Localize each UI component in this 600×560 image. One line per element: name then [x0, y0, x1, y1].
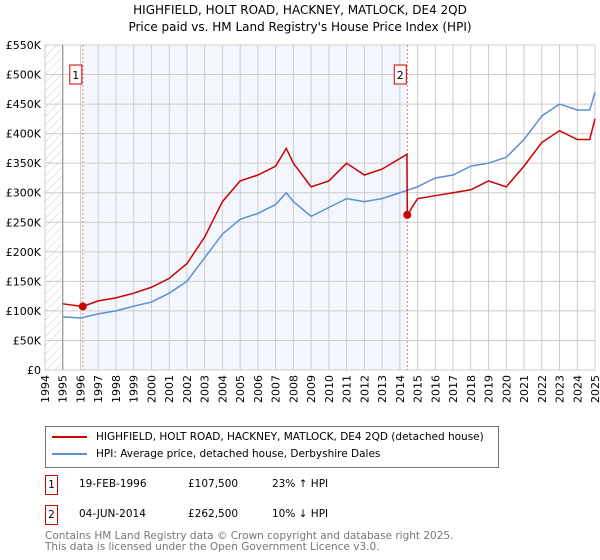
sale-point — [78, 302, 87, 311]
x-tick-label: 2009 — [305, 375, 318, 403]
x-tick-label: 2002 — [181, 375, 194, 403]
x-tick-label: 2006 — [252, 375, 265, 403]
sale-hpi: 10% ↓ HPI — [272, 508, 329, 520]
x-tick-label: 2020 — [500, 375, 513, 403]
y-tick-label: £100K — [6, 305, 42, 318]
x-tick-label: 2010 — [323, 375, 336, 403]
sale-price: £262,500 — [188, 508, 239, 520]
footer-line: This data is licensed under the Open Gov… — [45, 541, 380, 553]
x-tick-label: 2007 — [270, 375, 283, 403]
y-tick-label: £300K — [6, 187, 42, 200]
y-tick-label: £0 — [27, 364, 41, 377]
y-tick-label: £350K — [6, 157, 42, 170]
x-tick-label: 2011 — [341, 375, 354, 403]
chart-subtitle: Price paid vs. HM Land Registry's House … — [128, 20, 472, 34]
legend-label: HIGHFIELD, HOLT ROAD, HACKNEY, MATLOCK, … — [96, 431, 484, 443]
chart-title: HIGHFIELD, HOLT ROAD, HACKNEY, MATLOCK, … — [133, 3, 467, 17]
x-tick-label: 2015 — [412, 375, 425, 403]
x-tick-label: 2017 — [447, 375, 460, 403]
x-tick-label: 1994 — [39, 375, 52, 403]
x-tick-label: 2021 — [518, 375, 531, 403]
sale-label-box — [393, 64, 407, 85]
sale-label-box — [69, 64, 83, 85]
legend-item-hpi: HPI: Average price, detached house, Derb… — [52, 448, 380, 460]
plot-area: 1994 1995 1996 1997 1998 1999 2000 2001 2002 2003… — [6, 39, 600, 403]
x-tick-label: 2005 — [234, 375, 247, 403]
x-tick-label: 2022 — [536, 375, 549, 403]
y-tick-label: £400K — [6, 128, 42, 141]
hpi-line — [62, 92, 596, 319]
x-tick-label: 1999 — [128, 375, 141, 403]
sale-date: 19-FEB-1996 — [79, 478, 147, 490]
x-tick-label: 1998 — [110, 375, 123, 403]
x-tick-label: 2019 — [483, 375, 496, 403]
sale-date: 04-JUN-2014 — [79, 508, 146, 520]
sale-label: 1 — [72, 69, 79, 82]
x-tick-label: 2004 — [216, 375, 229, 403]
x-tick-label: 1996 — [74, 375, 87, 403]
sale-marker: 1 — [45, 475, 58, 495]
y-tick-label: £150K — [6, 275, 42, 288]
x-tick-label: 2003 — [199, 375, 212, 403]
ownership-shade — [82, 45, 408, 370]
y-tick-label: £500K — [6, 69, 42, 82]
legend-item-property: HIGHFIELD, HOLT ROAD, HACKNEY, MATLOCK, … — [52, 431, 484, 443]
x-tick-label: 2012 — [358, 375, 371, 403]
x-tick-label: 2001 — [163, 375, 176, 403]
x-tick-label: 2023 — [554, 375, 567, 403]
x-tick-label: 2024 — [571, 375, 584, 403]
sale-label: 2 — [397, 69, 404, 82]
x-tick-label: 2025 — [589, 375, 600, 403]
x-tick-label: 2000 — [145, 375, 158, 403]
legend-label: HPI: Average price, detached house, Derb… — [96, 448, 381, 460]
x-tick-label: 1997 — [92, 375, 105, 403]
legend: HIGHFIELD, HOLT ROAD, HACKNEY, MATLOCK, … — [45, 426, 499, 468]
y-tick-label: £450K — [6, 98, 42, 111]
x-tick-label: 2013 — [376, 375, 389, 403]
y-tick-label: £250K — [6, 216, 42, 229]
footer: Contains HM Land Registry data © Crown c… — [45, 531, 453, 553]
sale-hpi: 23% ↑ HPI — [272, 478, 329, 490]
pre-data-hatch — [45, 45, 63, 370]
property-line — [62, 118, 596, 308]
x-tick-label: 1995 — [57, 375, 70, 403]
x-tick-label: 2008 — [287, 375, 300, 403]
sale-marker: 2 — [45, 505, 58, 525]
sale-price: £107,500 — [188, 478, 239, 490]
x-tick-label: 2014 — [394, 375, 407, 403]
sale-point — [403, 210, 412, 219]
x-tick-label: 2016 — [429, 375, 442, 403]
y-tick-label: £50K — [13, 334, 42, 347]
x-tick-label: 2018 — [465, 375, 478, 403]
y-tick-label: £200K — [6, 246, 42, 259]
y-tick-label: £550K — [6, 39, 42, 52]
footer-line: Contains HM Land Registry data © Crown c… — [45, 530, 454, 542]
